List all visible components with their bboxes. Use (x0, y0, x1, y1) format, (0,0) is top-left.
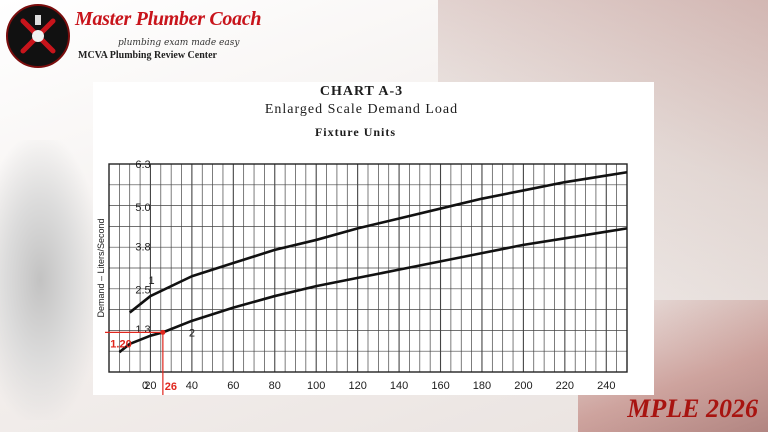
plot-frame (108, 163, 628, 373)
chart-header: CHART A-3 Enlarged Scale Demand Load Fix… (93, 82, 654, 148)
chart-panel: 0 20 40 60 80 100 120 140 160 180 200 220 240 1.3 2.5 3… (93, 146, 654, 395)
x-tick-label: 0 (142, 380, 148, 392)
brand-logo (6, 4, 70, 68)
series-line-1 (128, 170, 628, 314)
y-tick-label: 2.5 (135, 284, 150, 296)
y-tick-label: 6.3 (135, 159, 150, 171)
chart-title: CHART A-3 (319, 84, 404, 99)
x-tick-label: 180 (473, 380, 491, 392)
y-axis-label: Demand – Liters/Second (96, 218, 106, 317)
x-tick-label: 80 (269, 380, 281, 392)
chart-xlabel: Fixture Units (314, 125, 397, 139)
x-tick-label: 60 (227, 380, 239, 392)
chart-subtitle: Enlarged Scale Demand Load (264, 102, 459, 117)
demand-load-chart: 020 40 60 80 100 120 140 160 180 200 220 240 1.3 2.5 3… (96, 159, 628, 395)
annotation-x-value: 26 (165, 381, 177, 393)
x-tick-label: 160 (431, 380, 449, 392)
x-tick-label: 100 (307, 380, 325, 392)
series-label: 1 (148, 275, 154, 287)
y-tick-label: 5.0 (135, 202, 150, 214)
brand-tagline: plumbing exam made easy (118, 38, 240, 48)
wrench-icon (6, 4, 70, 68)
series-label: 2 (189, 327, 195, 339)
x-tick-label: 240 (597, 380, 615, 392)
background-wrench-graphic (0, 140, 100, 420)
x-tick-label: 220 (556, 380, 574, 392)
x-tick-label: 40 (186, 380, 198, 392)
brand-title: Master Plumber Coach (75, 8, 262, 30)
brand-subtitle: MCVA Plumbing Review Center (78, 50, 217, 61)
y-tick-label: 3.8 (135, 242, 150, 254)
x-tick-label: 140 (390, 380, 408, 392)
x-tick-label: 120 (348, 380, 366, 392)
y-tick-label: 1.3 (135, 324, 150, 336)
series-line-2 (118, 227, 628, 354)
exam-badge: MPLE 2026 (627, 394, 758, 423)
x-tick-label: 200 (514, 380, 532, 392)
annotation-point (160, 329, 166, 335)
x-tick-label: 20 (144, 380, 156, 392)
annotation-y-value: 1.20 (110, 338, 131, 350)
